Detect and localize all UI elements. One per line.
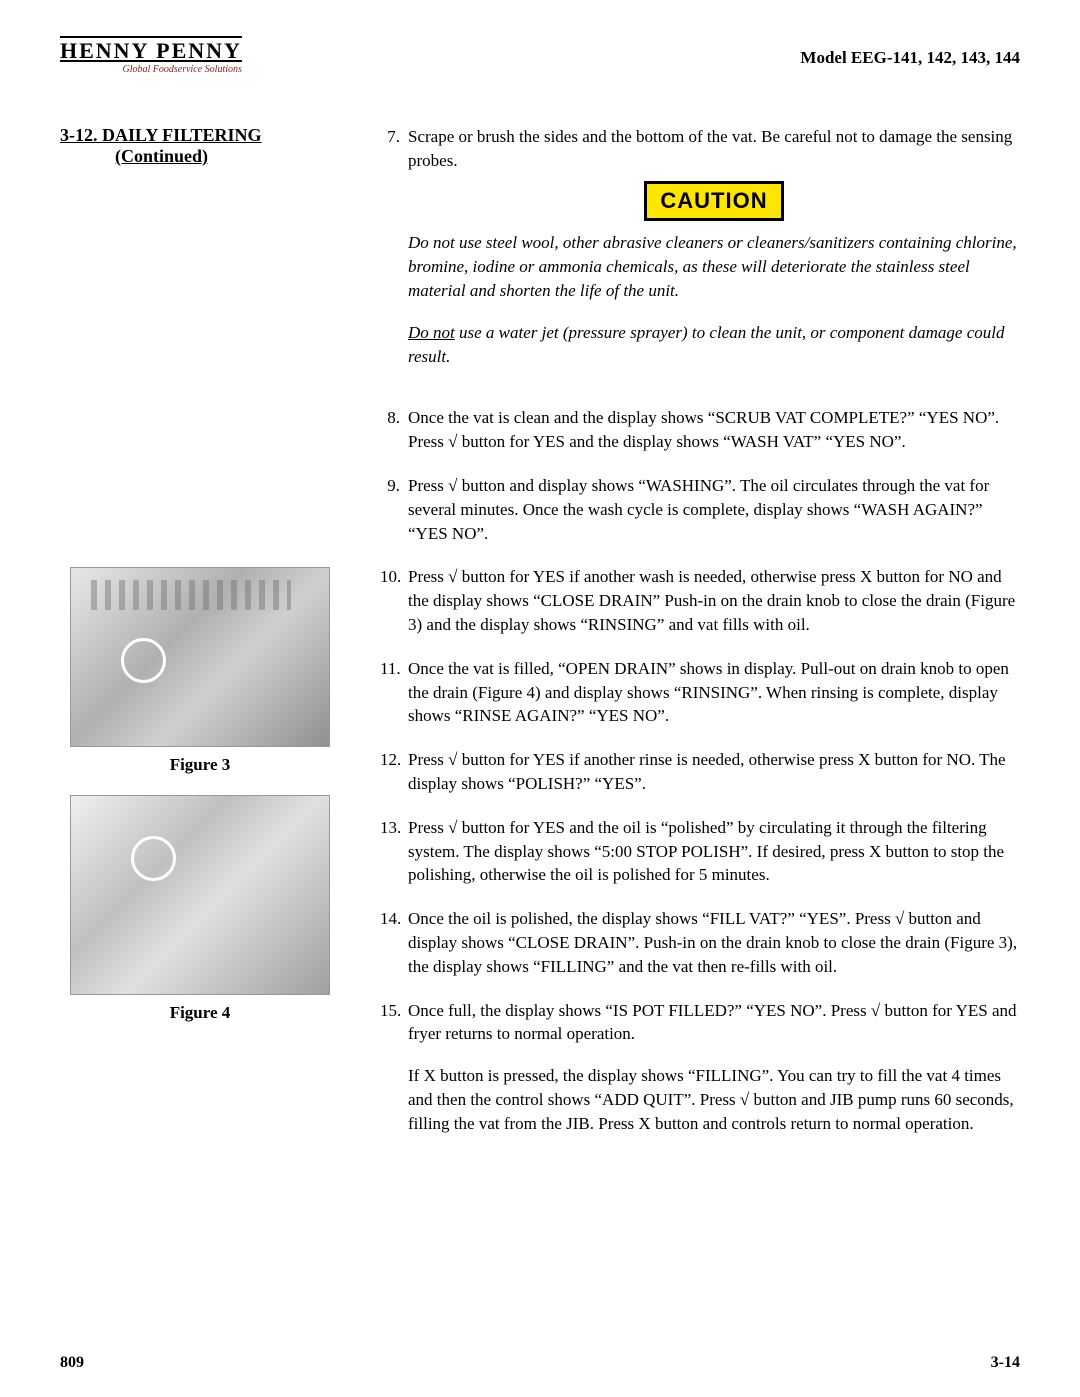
caution-badge: CAUTION xyxy=(644,181,784,222)
step-text: Press √ button and display shows “WASHIN… xyxy=(408,474,1020,545)
figure-4-image xyxy=(70,795,330,995)
step-number: 15. xyxy=(380,999,408,1047)
note2-rest: use a water jet (pressure sprayer) to cl… xyxy=(408,323,1004,366)
figure-3-block: Figure 3 Figure 4 xyxy=(60,567,340,1023)
footer-right: 3-14 xyxy=(991,1354,1020,1372)
logo-subtitle: Global Foodservice Solutions xyxy=(60,64,242,75)
step-15: 15. Once full, the display shows “IS POT… xyxy=(380,999,1020,1047)
right-column: 7. Scrape or brush the sides and the bot… xyxy=(380,125,1020,1136)
step-number: 7. xyxy=(380,125,408,386)
step-number: 9. xyxy=(380,474,408,545)
logo: HENNY PENNY Global Foodservice Solutions xyxy=(60,40,242,75)
step-number: 13. xyxy=(380,816,408,887)
step-12: 12. Press √ button for YES if another ri… xyxy=(380,748,1020,796)
step-text: Press √ button for YES if another wash i… xyxy=(408,565,1020,636)
step-number: 10. xyxy=(380,565,408,636)
step-7-text: Scrape or brush the sides and the bottom… xyxy=(408,127,1012,170)
step-text: Press √ button for YES and the oil is “p… xyxy=(408,816,1020,887)
caution-note-1: Do not use steel wool, other abrasive cl… xyxy=(408,231,1020,302)
content-area: 3-12. DAILY FILTERING (Continued) Figure… xyxy=(60,125,1020,1136)
left-column: 3-12. DAILY FILTERING (Continued) Figure… xyxy=(60,125,340,1136)
step-8: 8. Once the vat is clean and the display… xyxy=(380,406,1020,454)
step-number: 11. xyxy=(380,657,408,728)
step-9: 9. Press √ button and display shows “WAS… xyxy=(380,474,1020,545)
step-text: Scrape or brush the sides and the bottom… xyxy=(408,125,1020,386)
step-number: 12. xyxy=(380,748,408,796)
step-text: Once the vat is filled, “OPEN DRAIN” sho… xyxy=(408,657,1020,728)
step-text: Once the vat is clean and the display sh… xyxy=(408,406,1020,454)
step-13: 13. Press √ button for YES and the oil i… xyxy=(380,816,1020,887)
step-10: 10. Press √ button for YES if another wa… xyxy=(380,565,1020,636)
step-text: Once the oil is polished, the display sh… xyxy=(408,907,1020,978)
step-15-extra: If X button is pressed, the display show… xyxy=(408,1064,1020,1135)
step-14: 14. Once the oil is polished, the displa… xyxy=(380,907,1020,978)
page-footer: 809 3-14 xyxy=(60,1354,1020,1372)
figure-3-caption: Figure 3 xyxy=(60,755,340,775)
do-not-underline: Do not xyxy=(408,323,455,342)
figure-4-caption: Figure 4 xyxy=(60,1003,340,1023)
step-text: Once full, the display shows “IS POT FIL… xyxy=(408,999,1020,1047)
section-title: 3-12. DAILY FILTERING xyxy=(60,125,340,146)
step-11: 11. Once the vat is filled, “OPEN DRAIN”… xyxy=(380,657,1020,728)
logo-text: HENNY PENNY xyxy=(60,40,242,62)
caution-note-2: Do not use a water jet (pressure sprayer… xyxy=(408,321,1020,369)
step-7: 7. Scrape or brush the sides and the bot… xyxy=(380,125,1020,386)
step-number: 8. xyxy=(380,406,408,454)
page-header: HENNY PENNY Global Foodservice Solutions… xyxy=(60,40,1020,75)
section-continued: (Continued) xyxy=(115,146,340,167)
step-text: Press √ button for YES if another rinse … xyxy=(408,748,1020,796)
figure-3-image xyxy=(70,567,330,747)
footer-left: 809 xyxy=(60,1354,84,1372)
step-number: 14. xyxy=(380,907,408,978)
model-number: Model EEG-141, 142, 143, 144 xyxy=(800,48,1020,68)
